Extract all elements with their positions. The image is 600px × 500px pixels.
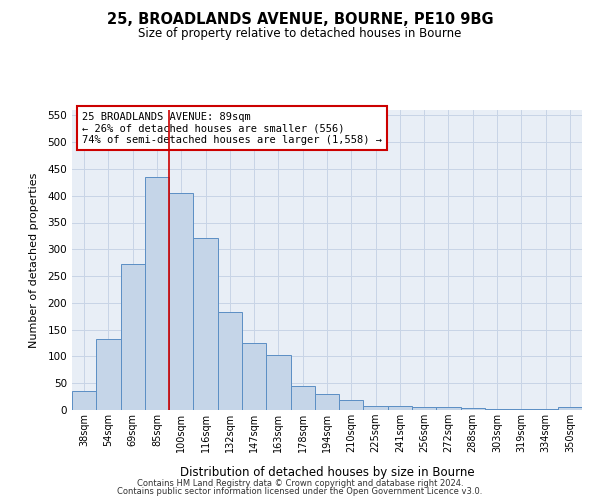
Bar xyxy=(461,408,485,410)
X-axis label: Distribution of detached houses by size in Bourne: Distribution of detached houses by size … xyxy=(179,466,475,479)
Bar xyxy=(121,264,145,410)
Bar xyxy=(412,407,436,410)
Bar xyxy=(315,394,339,410)
Bar xyxy=(436,408,461,410)
Bar xyxy=(218,312,242,410)
Text: Contains public sector information licensed under the Open Government Licence v3: Contains public sector information licen… xyxy=(118,487,482,496)
Text: Contains HM Land Registry data © Crown copyright and database right 2024.: Contains HM Land Registry data © Crown c… xyxy=(137,478,463,488)
Text: 25 BROADLANDS AVENUE: 89sqm
← 26% of detached houses are smaller (556)
74% of se: 25 BROADLANDS AVENUE: 89sqm ← 26% of det… xyxy=(82,112,382,144)
Bar xyxy=(193,238,218,410)
Bar xyxy=(96,339,121,410)
Bar xyxy=(339,400,364,410)
Bar xyxy=(558,408,582,410)
Bar xyxy=(145,177,169,410)
Bar xyxy=(266,355,290,410)
Text: Size of property relative to detached houses in Bourne: Size of property relative to detached ho… xyxy=(139,28,461,40)
Bar xyxy=(72,391,96,410)
Bar xyxy=(290,386,315,410)
Text: 25, BROADLANDS AVENUE, BOURNE, PE10 9BG: 25, BROADLANDS AVENUE, BOURNE, PE10 9BG xyxy=(107,12,493,28)
Bar xyxy=(242,343,266,410)
Y-axis label: Number of detached properties: Number of detached properties xyxy=(29,172,39,348)
Bar xyxy=(364,406,388,410)
Bar xyxy=(388,406,412,410)
Bar xyxy=(485,409,509,410)
Bar xyxy=(169,193,193,410)
